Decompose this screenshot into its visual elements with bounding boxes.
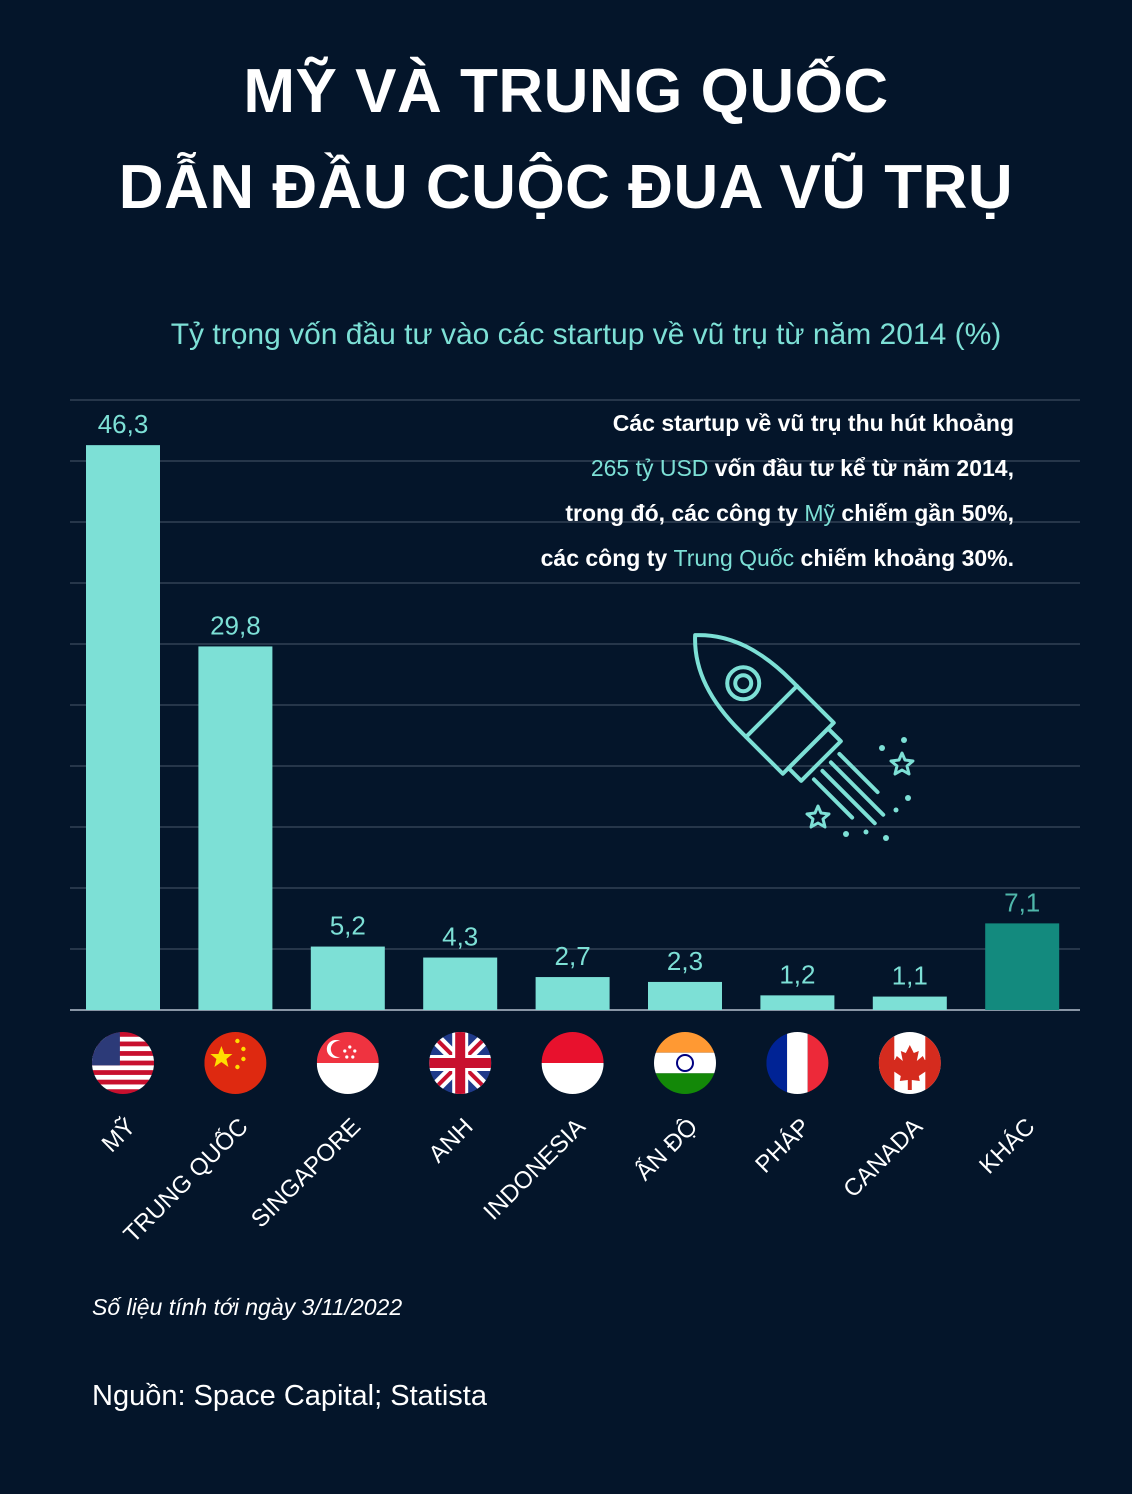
category-label: PHÁP [750,1113,815,1178]
france-flag-icon [766,1032,829,1094]
category-label: ẤN ĐỘ [630,1112,704,1186]
bar [535,977,610,1010]
bar-value-label: 4,3 [442,922,478,952]
bar-value-label: 7,1 [1004,887,1040,917]
category-label: MỸ [97,1113,142,1158]
bar-value-labels: 46,3 29,8 5,2 4,3 2,7 2,3 1,2 1,1 7,1 [98,409,1041,990]
annotation-line-2-text: vốn đầu tư kể từ năm 2014, [708,455,1014,481]
bar-value-label: 2,7 [555,941,591,971]
sparkle-dots [843,737,911,841]
annotation-highlight-amount: 265 tỷ USD [590,455,709,481]
flags [92,1032,941,1094]
bar-value-label: 2,3 [667,946,703,976]
annotation-line-4: các công ty Trung Quốc chiếm khoảng 30%. [541,545,1014,572]
category-label: KHÁC [974,1113,1040,1179]
category-label: CANADA [838,1113,928,1203]
us-flag-icon [92,1032,154,1094]
category-label: INDONESIA [478,1113,590,1225]
bar-value-label: 5,2 [330,911,366,941]
annotation-line-3-post: chiếm gần 50%, [835,500,1014,526]
source-credit: Nguồn: Space Capital; Statista [92,1380,487,1412]
data-date-footnote: Số liệu tính tới ngày 3/11/2022 [92,1294,403,1320]
annotation-highlight-us: Mỹ [804,500,836,526]
annotation-line-4-pre: các công ty [540,545,674,571]
annotation-line-2: 265 tỷ USD vốn đầu tư kể từ năm 2014, [591,455,1014,482]
bar [760,995,835,1010]
annotation-line-3-pre: trong đó, các công ty [565,500,805,526]
chart-title: Tỷ trọng vốn đầu tư vào các startup về v… [170,318,1002,351]
indonesia-flag-icon [541,1032,604,1094]
bar [423,957,498,1010]
bar [985,923,1060,1010]
rocket-icon [693,633,915,829]
singapore-flag-icon [316,1032,379,1094]
bar-value-label: 1,1 [892,961,928,991]
bar [648,981,722,1010]
category-label: SINGAPORE [246,1113,366,1233]
bars [86,445,1060,1010]
annotation-line-1: Các startup về vũ trụ thu hút khoảng [612,410,1014,436]
annotation-line-4-post: chiếm khoảng 30%. [794,545,1014,571]
china-flag-icon [204,1032,267,1094]
bar-value-label: 46,3 [98,409,149,439]
page-title-line-1: MỸ VÀ TRUNG QUỐC [243,57,889,126]
bar-value-label: 29,8 [210,610,261,640]
bar-value-label: 1,2 [779,959,815,989]
annotation-highlight-china: Trung Quốc [673,545,795,571]
bar [86,445,160,1010]
uk-flag-icon [429,1032,492,1094]
bar [310,946,385,1010]
canada-flag-icon [878,1032,941,1094]
annotation-line-3: trong đó, các công ty Mỹ chiếm gần 50%, [565,500,1014,527]
page-title-line-2: DẪN ĐẦU CUỘC ĐUA VŨ TRỤ [118,153,1014,222]
bar [198,646,273,1010]
bar [872,996,947,1010]
category-label: ANH [424,1113,479,1168]
india-flag-icon [654,1032,716,1094]
